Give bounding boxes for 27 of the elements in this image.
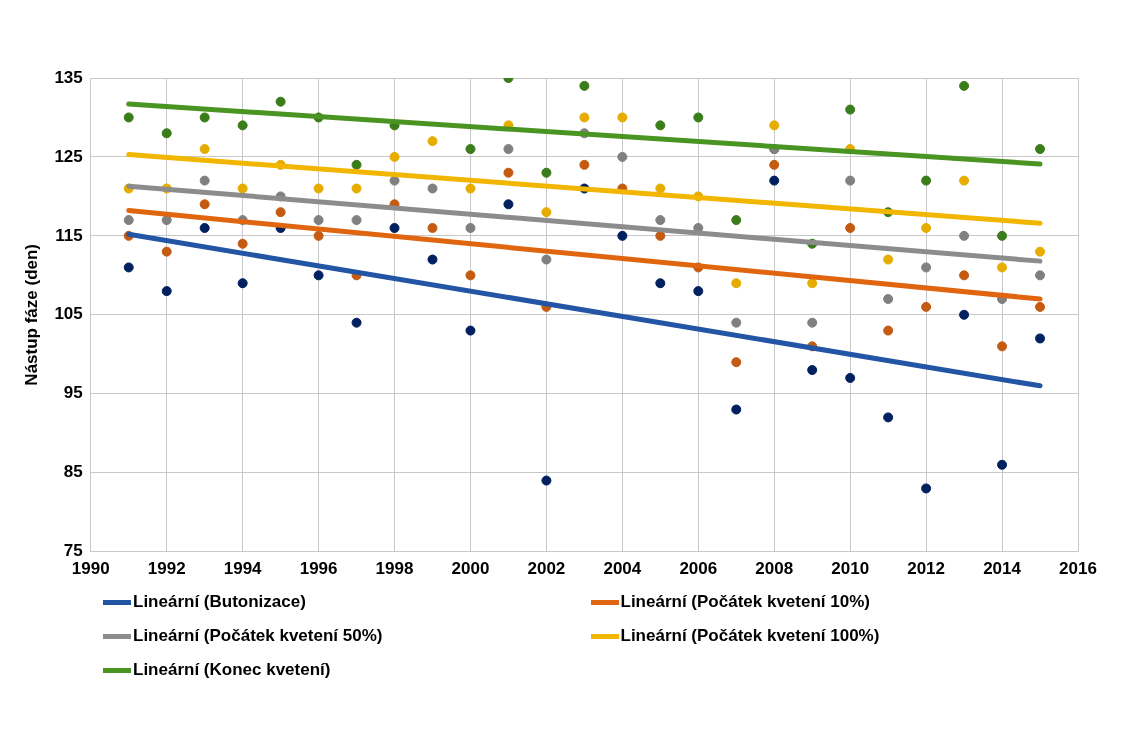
legend-label: Lineární (Počátek kvetení 10%) [620,592,870,612]
legend-label: Lineární (Počátek kvetení 50%) [133,626,383,646]
y-axis-title: Nástup fáze (den) [21,243,41,386]
x-tick-label: 2006 [679,559,718,579]
y-tick-label: 115 [55,225,83,245]
x-tick-label: 1998 [375,559,414,579]
legend-label: Lineární (Počátek kvetení 100%) [620,626,880,646]
x-tick-label: 2014 [983,559,1022,579]
y-tick-label: 85 [63,462,83,482]
legend-label: Lineární (Butonizace) [133,592,306,612]
y-tick-label: 95 [63,383,83,403]
x-tick-label: 2000 [451,559,490,579]
x-tick-label: 2012 [907,559,946,579]
x-tick-label: 2004 [603,559,642,579]
y-tick-label: 105 [54,304,83,324]
x-tick-label: 2016 [1059,559,1097,579]
legend-label: Lineární (Konec kvetení) [133,660,331,680]
x-tick-label: 1990 [71,559,110,579]
y-tick-label: 135 [54,67,83,87]
x-tick-label: 2010 [831,559,870,579]
x-tick-label: 2002 [527,559,566,579]
x-tick-label: 2008 [755,559,794,579]
x-tick-label: 1994 [223,559,263,579]
x-tick-label: 1996 [299,559,338,579]
y-tick-label: 75 [63,541,83,561]
x-tick-label: 1992 [147,559,186,579]
y-tick-label: 125 [54,146,83,166]
